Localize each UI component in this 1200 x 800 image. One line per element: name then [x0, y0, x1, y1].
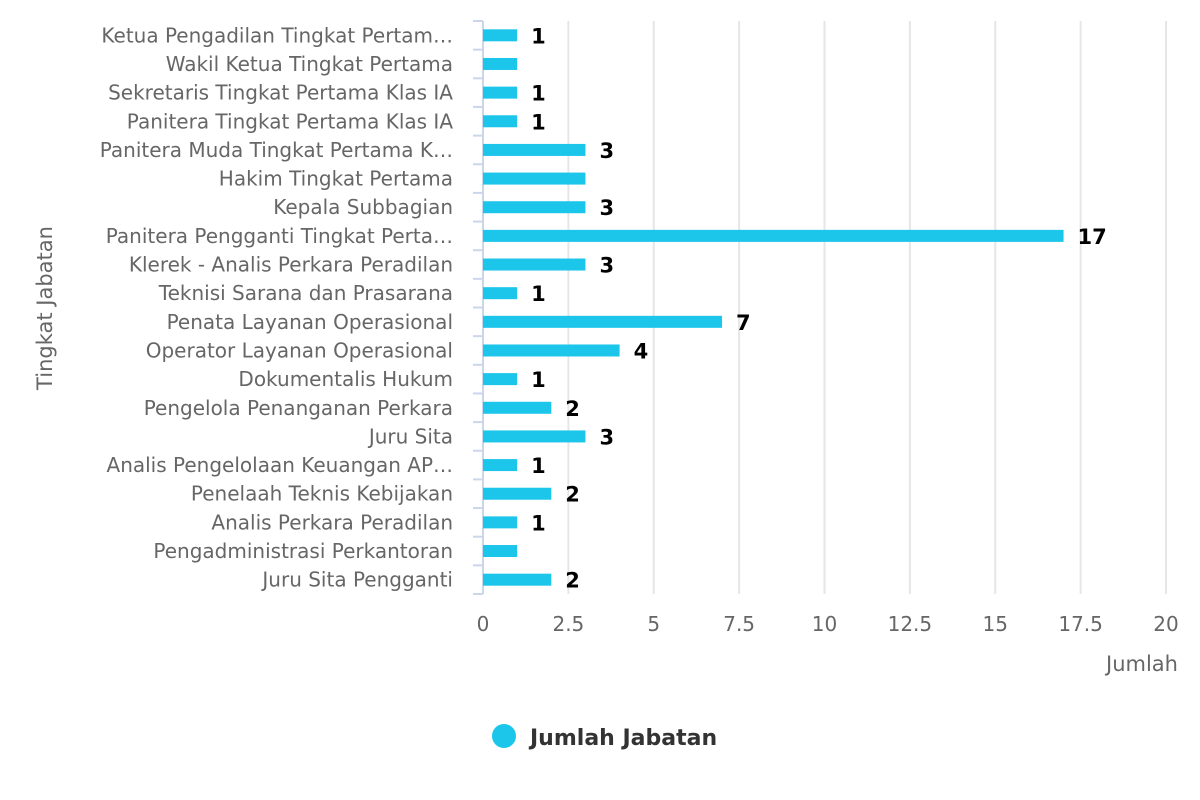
legend[interactable]: Jumlah Jabatan [492, 724, 717, 751]
data-label: 3 [599, 254, 614, 278]
data-label: 4 [634, 339, 649, 363]
bar[interactable] [483, 143, 586, 156]
data-label: 1 [531, 24, 546, 48]
bar[interactable] [483, 115, 518, 128]
bar[interactable] [483, 430, 586, 443]
category-label: Kepala Subbagian [273, 195, 453, 219]
category-label: Operator Layanan Operasional [146, 338, 453, 362]
y-axis-title: Tingkat Jabatan [33, 226, 57, 391]
bar[interactable] [483, 29, 518, 42]
x-axis-title: Jumlah [1104, 652, 1178, 676]
category-label: Juru Sita [367, 424, 453, 448]
category-label: Panitera Tingkat Pertama Klas IA [127, 109, 454, 133]
x-tick-label: 10 [812, 612, 837, 636]
category-label: Juru Sita Pengganti [260, 568, 453, 592]
data-label: 3 [599, 196, 614, 220]
bar[interactable] [483, 287, 518, 300]
category-label: Panitera Pengganti Tingkat Perta… [106, 224, 453, 248]
data-label: 2 [565, 397, 580, 421]
category-label: Sekretaris Tingkat Pertama Klas IA [108, 81, 453, 105]
x-tick-label: 15 [983, 612, 1008, 636]
bar[interactable] [483, 315, 723, 328]
data-label: 17 [1078, 225, 1107, 249]
data-label: 1 [531, 282, 546, 306]
data-label: 1 [531, 454, 546, 478]
x-tick-label: 5 [647, 612, 660, 636]
bar[interactable] [483, 344, 620, 357]
bar[interactable] [483, 86, 518, 99]
bar[interactable] [483, 373, 518, 386]
x-tick-label: 7.5 [723, 612, 755, 636]
bar[interactable] [483, 57, 518, 70]
x-tick-label: 17.5 [1058, 612, 1103, 636]
category-label: Analis Pengelolaan Keuangan AP… [107, 453, 453, 477]
data-label: 1 [531, 110, 546, 134]
x-tick-label: 0 [477, 612, 490, 636]
legend-label: Jumlah Jabatan [528, 726, 717, 751]
bar[interactable] [483, 516, 518, 529]
data-label: 3 [599, 425, 614, 449]
data-label: 3 [599, 139, 614, 163]
data-label: 2 [565, 483, 580, 507]
category-label: Pengelola Penanganan Perkara [144, 396, 453, 420]
category-label: Analis Perkara Peradilan [211, 510, 453, 534]
category-label: Hakim Tingkat Pertama [219, 167, 453, 191]
category-label: Penata Layanan Operasional [167, 310, 453, 334]
category-label: Pengadministrasi Perkantoran [153, 539, 453, 563]
bars [483, 29, 1064, 586]
data-label: 1 [531, 368, 546, 392]
x-tick-labels: 0 2.5 5 7.5 10 12.5 15 17.5 20 [477, 612, 1179, 636]
bar[interactable] [483, 172, 586, 185]
data-label: 1 [531, 511, 546, 535]
bar[interactable] [483, 229, 1064, 242]
axes [473, 20, 484, 595]
category-label: Klerek - Analis Perkara Peradilan [129, 253, 453, 277]
bar[interactable] [483, 401, 552, 414]
bar[interactable] [483, 545, 518, 558]
category-label: Ketua Pengadilan Tingkat Pertam… [101, 23, 453, 47]
x-tick-label: 12.5 [888, 612, 933, 636]
legend-marker [492, 724, 516, 748]
category-label: Wakil Ketua Tingkat Pertama [166, 52, 453, 76]
data-label: 1 [531, 82, 546, 106]
data-label: 2 [565, 569, 580, 593]
grid-lines [567, 21, 1167, 594]
x-tick-label: 2.5 [552, 612, 584, 636]
category-label: Panitera Muda Tingkat Pertama K… [100, 138, 453, 162]
category-label: Teknisi Sarana dan Prasarana [158, 281, 453, 305]
x-tick-label: 20 [1153, 612, 1178, 636]
bar[interactable] [483, 258, 586, 271]
category-labels: Ketua Pengadilan Tingkat Pertam… Wakil Ke… [100, 23, 454, 591]
bar[interactable] [483, 201, 586, 214]
data-label: 7 [736, 311, 751, 335]
category-label: Penelaah Teknis Kebijakan [191, 482, 453, 506]
bar[interactable] [483, 573, 552, 586]
bar[interactable] [483, 487, 552, 500]
bar[interactable] [483, 459, 518, 472]
category-label: Dokumentalis Hukum [238, 367, 453, 391]
